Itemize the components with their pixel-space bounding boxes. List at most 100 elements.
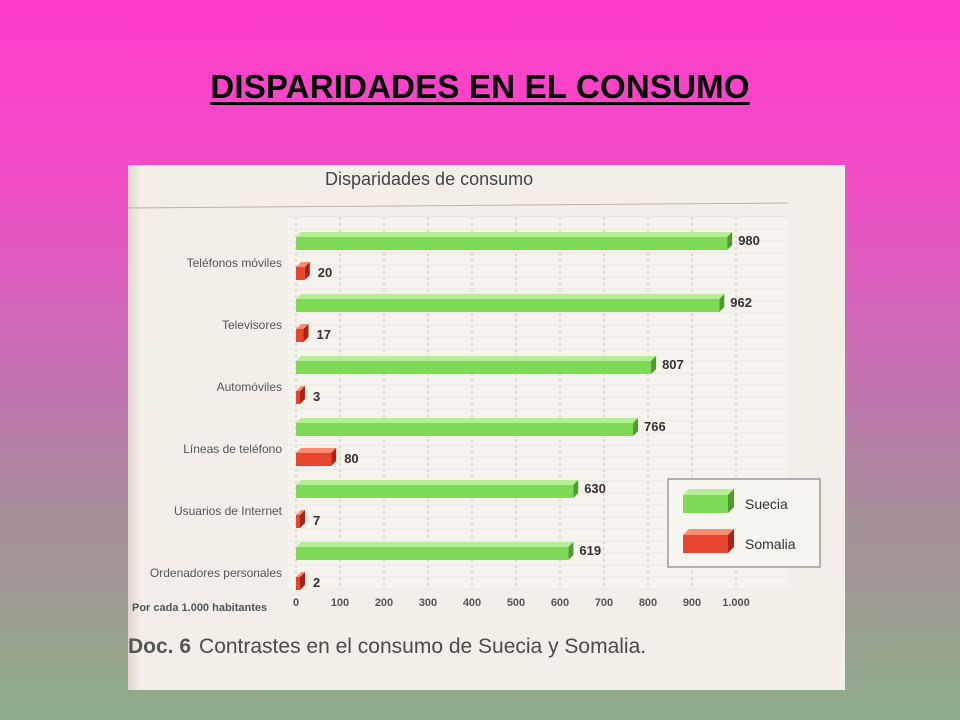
bar-somalia-front bbox=[296, 515, 300, 528]
x-tick-label: 900 bbox=[683, 597, 701, 609]
bar-suecia-side bbox=[573, 480, 579, 498]
bar-suecia-front bbox=[296, 547, 569, 560]
bar-suecia-top bbox=[296, 418, 639, 423]
bar-somalia-top bbox=[296, 510, 305, 515]
bar-somalia bbox=[296, 386, 305, 404]
bar-suecia-side bbox=[727, 232, 733, 250]
bar-somalia-side bbox=[303, 324, 309, 342]
caption-text: Contrastes en el consumo de Suecia y Som… bbox=[199, 635, 647, 658]
x-tick-label: 100 bbox=[331, 597, 349, 609]
x-tick-label: 800 bbox=[639, 597, 657, 609]
category-label: Líneas de teléfono bbox=[183, 442, 282, 456]
x-tick-label: 600 bbox=[551, 597, 569, 609]
category-label: Ordenadores personales bbox=[150, 566, 282, 580]
bar-somalia bbox=[296, 262, 310, 280]
legend-swatch bbox=[683, 535, 728, 553]
bar-suecia-front bbox=[296, 485, 574, 498]
photo-edge-shade bbox=[128, 165, 140, 690]
legend-label: Somalia bbox=[745, 536, 796, 552]
category-label: Teléfonos móviles bbox=[187, 256, 282, 270]
bar-suecia bbox=[296, 480, 579, 498]
bar-somalia-side bbox=[300, 572, 305, 590]
bar-suecia-front bbox=[296, 237, 728, 250]
legend: Suecia Somalia bbox=[667, 478, 821, 568]
legend-swatch-side bbox=[728, 529, 734, 553]
value-label-somalia: 3 bbox=[313, 389, 320, 404]
category-label: Automóviles bbox=[217, 380, 282, 394]
bar-suecia bbox=[296, 418, 639, 436]
bar-somalia-top bbox=[296, 386, 305, 391]
bar-suecia-front bbox=[296, 299, 720, 312]
unit-label: Por cada 1.000 habitantes bbox=[132, 602, 267, 614]
bar-somalia-side bbox=[304, 262, 310, 280]
x-tick-label: 300 bbox=[419, 597, 437, 609]
bars: 980 20 962 17 807 3 766 80 630 7 619 2 bbox=[296, 232, 760, 590]
legend-swatch-top bbox=[683, 529, 734, 535]
legend-swatch-side bbox=[728, 489, 734, 513]
value-label-suecia: 962 bbox=[730, 295, 752, 310]
bar-suecia bbox=[296, 356, 657, 374]
value-label-somalia: 17 bbox=[316, 327, 330, 342]
bar-somalia-side bbox=[300, 386, 305, 404]
bar-suecia-top bbox=[296, 232, 733, 237]
value-label-suecia: 619 bbox=[579, 543, 601, 558]
bar-suecia-front bbox=[296, 361, 652, 374]
bar-suecia bbox=[296, 232, 733, 250]
bar-somalia-top bbox=[296, 572, 305, 577]
bar-suecia-side bbox=[719, 294, 725, 312]
bar-somalia-top bbox=[296, 262, 310, 267]
chart-photo: Disparidades de consumo Teléfonos móvile… bbox=[128, 165, 845, 690]
legend-swatch-top bbox=[683, 489, 734, 495]
bar-suecia-side bbox=[633, 418, 639, 436]
value-label-somalia: 7 bbox=[313, 513, 320, 528]
value-label-suecia: 807 bbox=[662, 357, 684, 372]
value-label-somalia: 20 bbox=[318, 265, 332, 280]
bar-suecia-top bbox=[296, 294, 725, 299]
x-axis-ticks: 0 100 200 300 400 500 600 700 800 900 1.000 bbox=[293, 597, 750, 609]
legend-item: Somalia bbox=[683, 529, 796, 553]
bar-chart: Disparidades de consumo Teléfonos móvile… bbox=[128, 169, 821, 614]
title-rule bbox=[128, 202, 789, 209]
bar-somalia-side bbox=[300, 510, 305, 528]
bar-suecia bbox=[296, 294, 725, 312]
bar-somalia bbox=[296, 510, 305, 528]
bar-somalia-top bbox=[296, 324, 309, 329]
bar-somalia bbox=[296, 448, 337, 466]
value-label-suecia: 630 bbox=[584, 481, 606, 496]
bar-suecia-front bbox=[296, 423, 634, 436]
value-label-somalia: 2 bbox=[313, 575, 320, 590]
x-tick-label: 200 bbox=[375, 597, 393, 609]
x-tick-label: 400 bbox=[463, 597, 481, 609]
bar-suecia-side bbox=[651, 356, 657, 374]
legend-item: Suecia bbox=[683, 489, 788, 513]
category-labels: Teléfonos móviles Televisores Automóviles L… bbox=[150, 256, 283, 580]
legend-swatch bbox=[683, 495, 728, 513]
bar-somalia-front bbox=[296, 391, 300, 404]
value-label-somalia: 80 bbox=[344, 451, 358, 466]
legend-label: Suecia bbox=[745, 496, 788, 512]
x-tick-label: 500 bbox=[507, 597, 525, 609]
value-label-suecia: 980 bbox=[738, 233, 760, 248]
caption-doc-number: Doc. 6 bbox=[128, 635, 192, 658]
x-tick-label: 700 bbox=[595, 597, 613, 609]
chart-title: Disparidades de consumo bbox=[325, 169, 533, 189]
bar-suecia bbox=[296, 542, 574, 560]
x-tick-label: 1.000 bbox=[722, 597, 750, 609]
bar-somalia bbox=[296, 572, 305, 590]
bar-somalia-front bbox=[296, 577, 300, 590]
bar-suecia-top bbox=[296, 356, 657, 361]
bar-somalia-front bbox=[296, 267, 305, 280]
bar-somalia-side bbox=[331, 448, 337, 466]
bar-suecia-side bbox=[568, 542, 574, 560]
x-tick-label: 0 bbox=[293, 597, 299, 609]
category-label: Usuarios de Internet bbox=[174, 504, 283, 518]
bar-somalia-front bbox=[296, 453, 332, 466]
bar-somalia-top bbox=[296, 448, 337, 453]
bar-suecia-top bbox=[296, 542, 574, 547]
bar-somalia bbox=[296, 324, 309, 342]
slide-title: DISPARIDADES EN EL CONSUMO bbox=[210, 68, 750, 105]
figure-caption: Doc. 6 Contrastes en el consumo de Suecia… bbox=[128, 635, 646, 659]
bar-somalia-front bbox=[296, 329, 304, 342]
category-label: Televisores bbox=[222, 318, 282, 332]
bar-suecia-top bbox=[296, 480, 579, 485]
